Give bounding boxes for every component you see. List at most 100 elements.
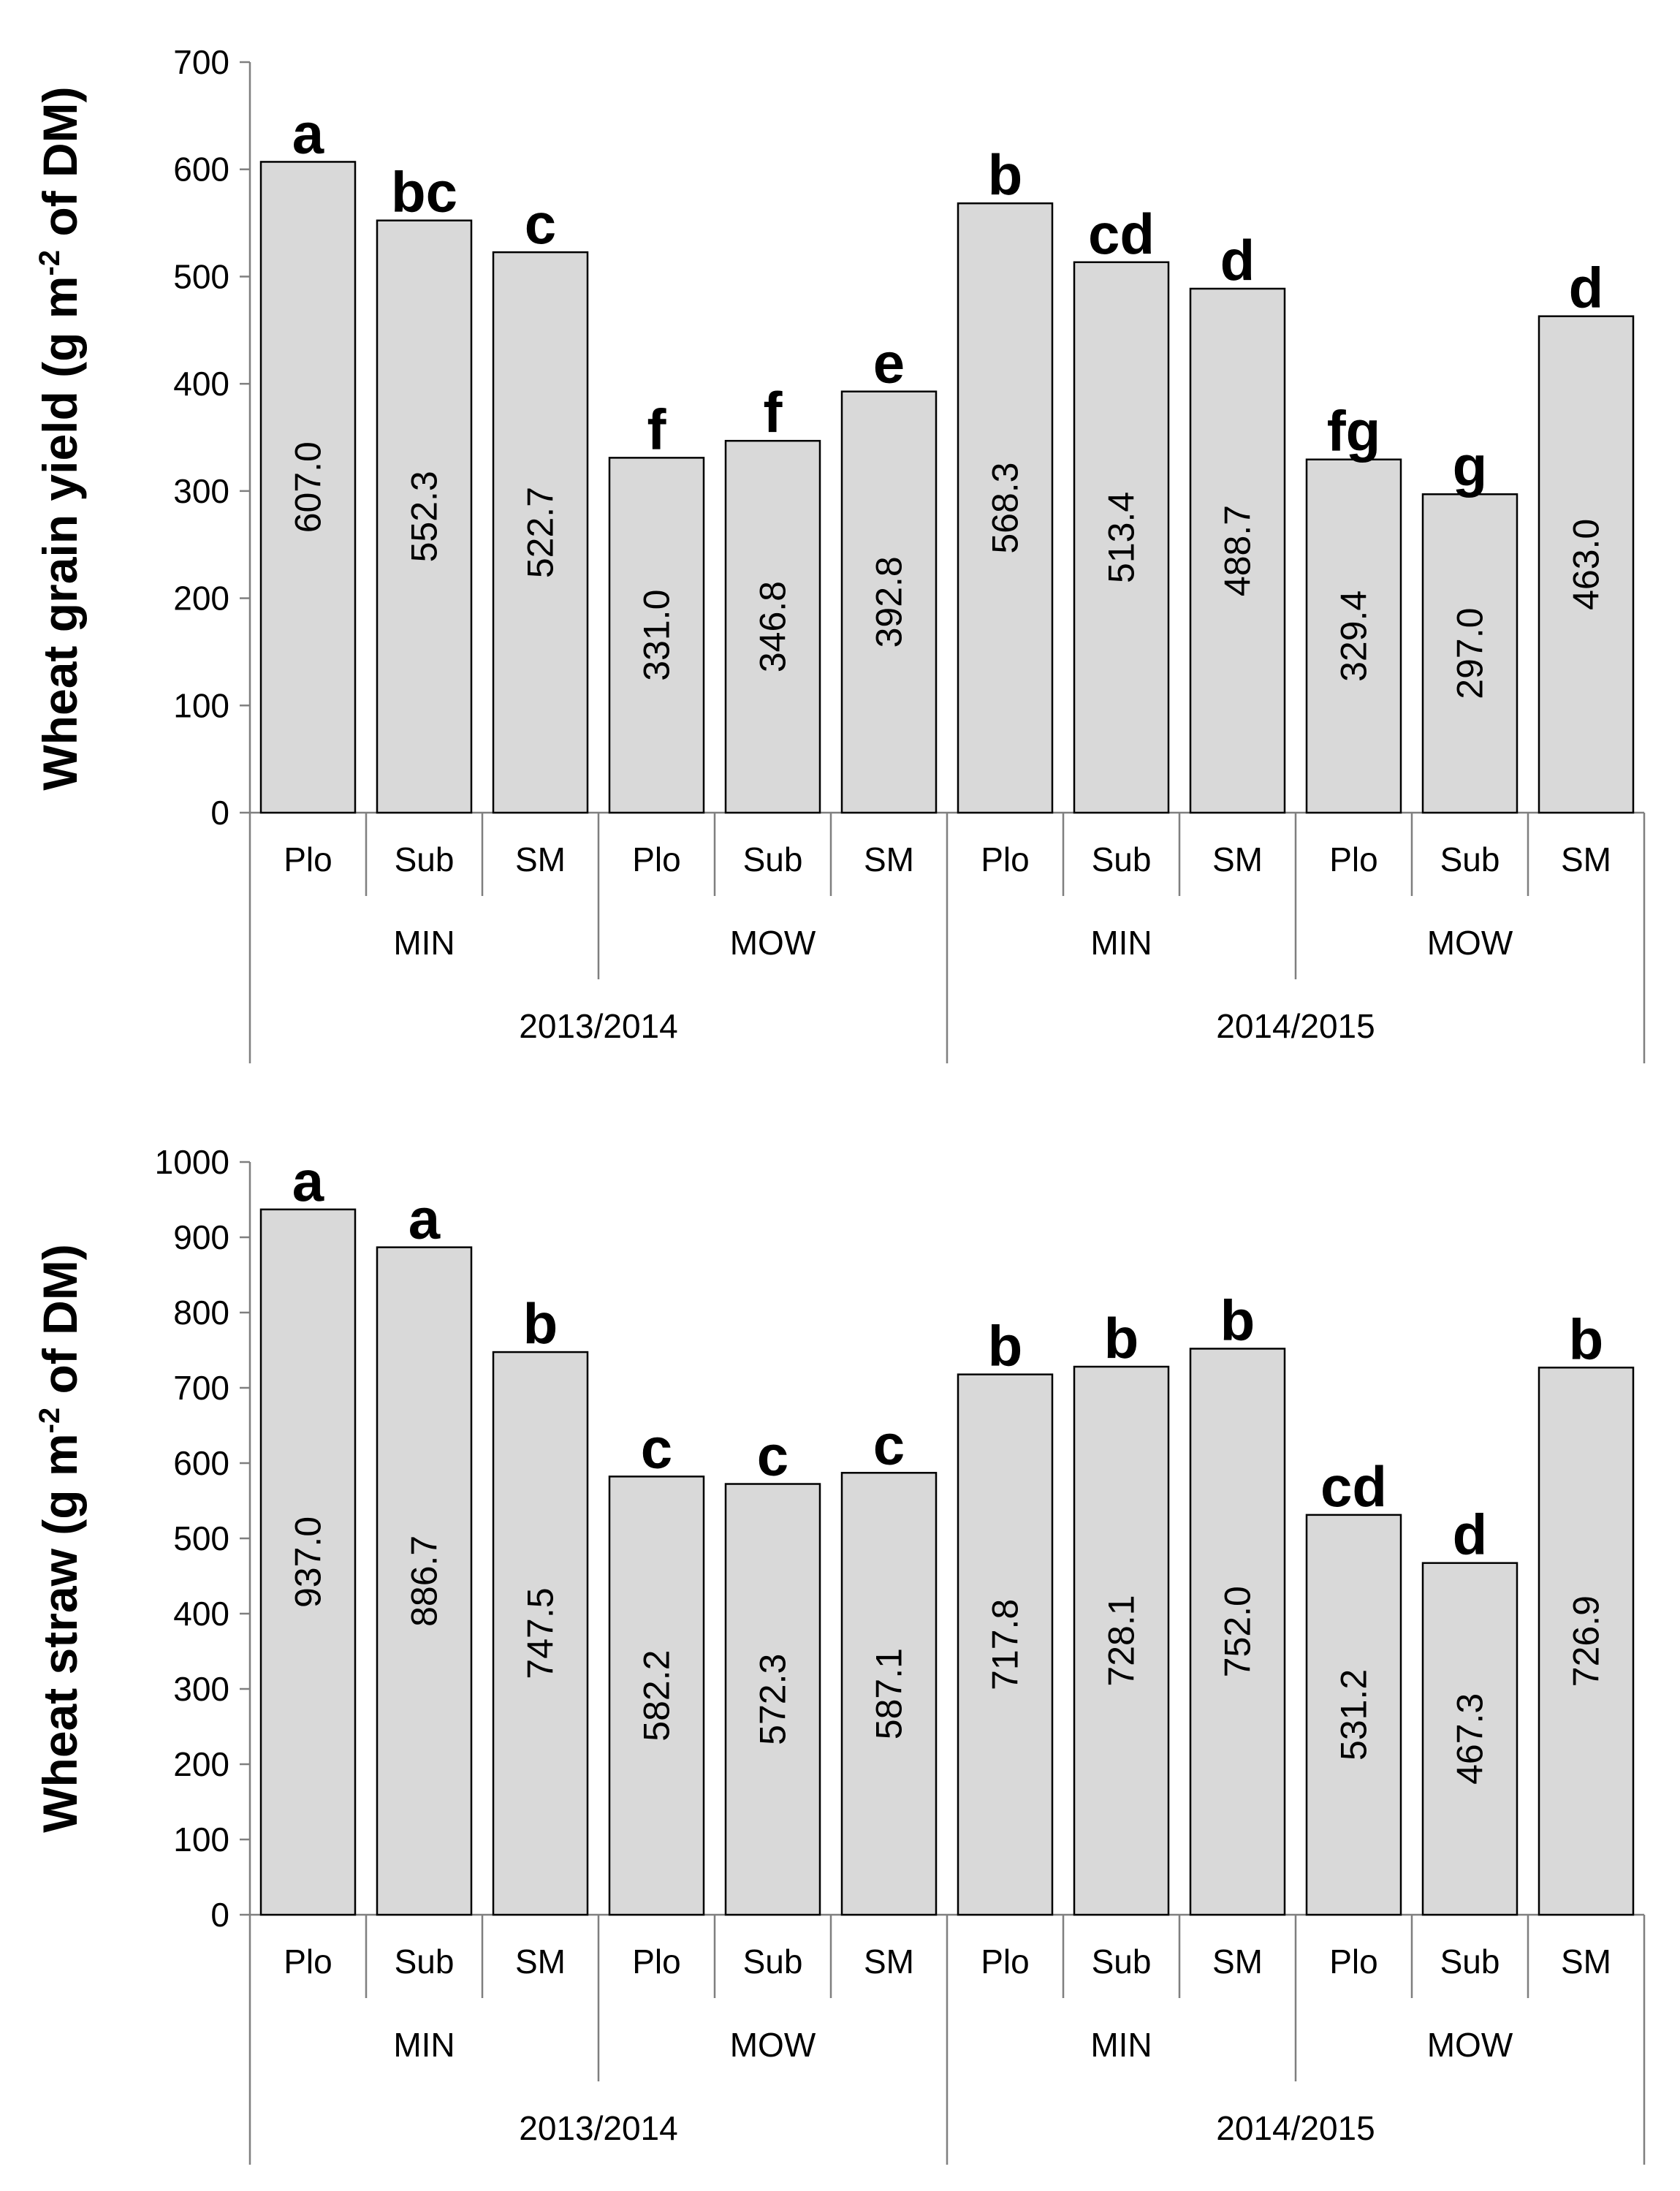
bar	[724, 1483, 821, 1916]
significance-letter: g	[1453, 433, 1488, 498]
y-tick-label: 600	[173, 151, 229, 189]
x-category-label: SM	[515, 840, 566, 878]
bar-value-label: 747.5	[520, 1587, 561, 1679]
x-category-label: SM	[1212, 840, 1263, 878]
significance-letter: c	[873, 1412, 905, 1476]
y-tick-label: 500	[173, 1519, 229, 1557]
bar-value-label: 513.4	[1101, 492, 1142, 583]
bar-value-label: 607.0	[288, 441, 329, 533]
bar-value-label: 572.3	[753, 1654, 794, 1745]
x-system-label: MIN	[393, 2026, 455, 2064]
x-category-label: Sub	[743, 1943, 803, 1981]
bar	[259, 1208, 357, 1916]
x-category-label: Sub	[395, 840, 455, 878]
significance-letter: b	[1220, 1288, 1255, 1352]
y-tick-label: 0	[210, 1896, 229, 1934]
x-category-label: Plo	[632, 840, 680, 878]
y-tick-label: 500	[173, 257, 229, 295]
grain-yield-chart: 0 100 200 300 400 500 600 700 Wheat grain yield …	[33, 43, 1646, 1063]
bar-value-label: 726.9	[1566, 1595, 1607, 1687]
significance-letter: b	[1569, 1307, 1604, 1371]
y-tick-label: 200	[173, 580, 229, 618]
significance-letter: fg	[1327, 399, 1381, 463]
x-category-label: SM	[1561, 840, 1611, 878]
bar	[957, 202, 1054, 814]
x-season-label: 2013/2014	[519, 2109, 677, 2147]
x-season-label: 2013/2014	[519, 1007, 677, 1045]
x-category-label: Plo	[284, 1943, 332, 1981]
x-category-label: Plo	[1329, 840, 1377, 878]
bar	[1305, 458, 1402, 814]
x-category-label: Sub	[1440, 840, 1500, 878]
bar-value-label: 488.7	[1217, 505, 1258, 596]
bar-value-label: 331.0	[636, 590, 677, 681]
x-category-label: Plo	[1329, 1943, 1377, 1981]
bar	[840, 390, 938, 814]
bar	[1189, 287, 1286, 814]
bar	[840, 1472, 938, 1916]
bar	[608, 1476, 705, 1916]
bar	[259, 161, 357, 814]
bar-value-label: 728.1	[1101, 1595, 1142, 1686]
y-tick-label: 400	[173, 1595, 229, 1633]
y-tick-label: 100	[173, 686, 229, 724]
y-tick-label: 100	[173, 1820, 229, 1858]
x-category-label: SM	[1561, 1943, 1611, 1981]
bar-value-label: 937.0	[288, 1516, 329, 1608]
x-season-label: 2014/2015	[1216, 2109, 1375, 2147]
bar	[376, 1246, 473, 1916]
x-category-label: Sub	[395, 1943, 455, 1981]
x-category-label: SM	[1212, 1943, 1263, 1981]
bar	[1538, 1367, 1635, 1916]
y-tick-label: 900	[173, 1218, 229, 1256]
x-category-label: Sub	[1092, 840, 1152, 878]
bar	[1189, 1348, 1286, 1916]
x-category-label: Plo	[284, 840, 332, 878]
significance-letter: b	[523, 1291, 558, 1356]
bar-value-label: 329.4	[1334, 591, 1375, 682]
bar-value-label: 568.3	[985, 463, 1026, 554]
bar	[1421, 1562, 1519, 1916]
significance-letter: a	[408, 1187, 441, 1251]
x-category-label: SM	[515, 1943, 566, 1981]
y-tick-label: 0	[210, 794, 229, 832]
y-tick-label: 600	[173, 1444, 229, 1482]
x-category-label: Plo	[632, 1943, 680, 1981]
significance-letter: a	[292, 101, 324, 165]
bar-value-label: 522.7	[520, 487, 561, 578]
bar-value-label: 463.0	[1566, 519, 1607, 610]
significance-letter: b	[988, 1314, 1023, 1378]
y-tick-label: 800	[173, 1294, 229, 1332]
y-tick-label: 700	[173, 1369, 229, 1407]
x-system-label: MIN	[393, 924, 455, 962]
significance-letter: cd	[1088, 202, 1155, 266]
significance-letter: d	[1453, 1503, 1488, 1567]
y-tick-label: 200	[173, 1745, 229, 1783]
bar-value-label: 582.2	[636, 1650, 677, 1742]
y-tick-label: 1000	[155, 1143, 229, 1181]
x-system-label: MIN	[1090, 924, 1152, 962]
bar-value-label: 297.0	[1450, 608, 1491, 699]
y-tick-label: 700	[173, 43, 229, 81]
x-system-label: MIN	[1090, 2026, 1152, 2064]
significance-letter: a	[292, 1149, 324, 1213]
bar	[492, 251, 589, 814]
bar	[724, 439, 821, 814]
significance-letter: f	[764, 380, 783, 444]
bar	[1538, 315, 1635, 814]
bar	[957, 1373, 1054, 1916]
significance-letter: c	[757, 1424, 788, 1488]
straw-yield-chart: 0 100 200 300 400 500 600 700 800 900 1000 Wheat st…	[33, 1143, 1646, 2165]
bar-value-label: 886.7	[404, 1535, 445, 1627]
significance-letter: d	[1220, 228, 1255, 292]
significance-letter: e	[873, 331, 905, 395]
y-axis-title: Wheat straw (g m-2 of DM)	[33, 1244, 87, 1833]
x-system-label: MOW	[1427, 2026, 1513, 2064]
x-season-label: 2014/2015	[1216, 1007, 1375, 1045]
bar-value-label: 392.8	[869, 556, 910, 648]
significance-letter: bc	[391, 160, 457, 224]
significance-letter: c	[641, 1416, 672, 1480]
bar	[608, 457, 705, 814]
x-category-label: SM	[864, 1943, 914, 1981]
